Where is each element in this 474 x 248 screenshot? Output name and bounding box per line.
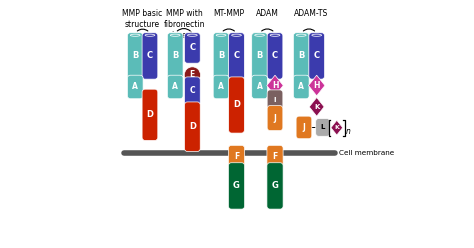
FancyBboxPatch shape bbox=[184, 77, 200, 105]
Text: A: A bbox=[218, 83, 224, 92]
Text: G: G bbox=[272, 182, 278, 190]
FancyBboxPatch shape bbox=[184, 33, 200, 63]
Text: Cell membrane: Cell membrane bbox=[339, 151, 394, 156]
Text: I: I bbox=[274, 97, 276, 103]
Text: C: C bbox=[147, 51, 153, 61]
Text: B: B bbox=[256, 51, 263, 61]
FancyBboxPatch shape bbox=[184, 102, 200, 152]
Text: C: C bbox=[189, 43, 195, 53]
FancyBboxPatch shape bbox=[228, 163, 245, 209]
Text: H: H bbox=[313, 81, 320, 90]
Text: B: B bbox=[298, 51, 304, 61]
FancyBboxPatch shape bbox=[128, 33, 143, 79]
Ellipse shape bbox=[255, 34, 264, 36]
Text: J: J bbox=[273, 114, 276, 123]
Text: MT-MMP: MT-MMP bbox=[213, 9, 244, 18]
Text: MMP basic
structure: MMP basic structure bbox=[122, 9, 163, 29]
Text: K: K bbox=[314, 104, 319, 110]
Text: E: E bbox=[190, 70, 195, 79]
Text: A: A bbox=[132, 83, 138, 92]
Text: A: A bbox=[172, 83, 178, 92]
Ellipse shape bbox=[170, 34, 180, 36]
Ellipse shape bbox=[145, 34, 155, 36]
Text: D: D bbox=[233, 100, 240, 110]
FancyBboxPatch shape bbox=[128, 75, 143, 99]
Text: B: B bbox=[132, 51, 138, 61]
FancyBboxPatch shape bbox=[228, 145, 245, 167]
Text: B: B bbox=[172, 51, 178, 61]
Text: J: J bbox=[302, 123, 305, 132]
FancyBboxPatch shape bbox=[296, 116, 312, 139]
Text: n: n bbox=[346, 127, 351, 136]
Text: C: C bbox=[272, 51, 278, 61]
FancyBboxPatch shape bbox=[228, 33, 245, 79]
Text: G: G bbox=[233, 182, 240, 190]
Ellipse shape bbox=[187, 34, 197, 36]
Text: C: C bbox=[234, 51, 239, 61]
Text: ADAM: ADAM bbox=[256, 9, 279, 18]
Text: F: F bbox=[273, 152, 278, 161]
Text: K: K bbox=[334, 125, 339, 130]
Text: D: D bbox=[189, 122, 196, 131]
Text: F: F bbox=[234, 152, 239, 161]
Text: D: D bbox=[146, 110, 154, 119]
FancyBboxPatch shape bbox=[252, 75, 267, 99]
Polygon shape bbox=[309, 75, 325, 96]
Ellipse shape bbox=[270, 34, 280, 36]
Polygon shape bbox=[267, 75, 283, 96]
FancyBboxPatch shape bbox=[167, 33, 183, 79]
Text: L: L bbox=[320, 124, 325, 130]
FancyBboxPatch shape bbox=[167, 75, 183, 99]
FancyBboxPatch shape bbox=[267, 33, 283, 79]
FancyBboxPatch shape bbox=[316, 119, 330, 136]
Ellipse shape bbox=[296, 34, 306, 36]
Text: A: A bbox=[298, 83, 304, 92]
FancyBboxPatch shape bbox=[309, 33, 325, 79]
Ellipse shape bbox=[216, 34, 226, 36]
FancyBboxPatch shape bbox=[267, 106, 283, 131]
Polygon shape bbox=[309, 97, 324, 116]
Ellipse shape bbox=[312, 34, 321, 36]
FancyBboxPatch shape bbox=[267, 90, 283, 109]
FancyBboxPatch shape bbox=[142, 33, 158, 79]
Text: H: H bbox=[272, 81, 278, 90]
Text: A: A bbox=[256, 83, 263, 92]
Text: C: C bbox=[314, 51, 320, 61]
FancyBboxPatch shape bbox=[228, 77, 245, 133]
FancyBboxPatch shape bbox=[252, 33, 267, 79]
Text: MMP with
fibronectin
inserts: MMP with fibronectin inserts bbox=[164, 9, 205, 40]
FancyBboxPatch shape bbox=[267, 163, 283, 209]
FancyBboxPatch shape bbox=[213, 75, 229, 99]
Text: B: B bbox=[218, 51, 224, 61]
FancyBboxPatch shape bbox=[293, 33, 309, 79]
Text: ADAM-TS: ADAM-TS bbox=[293, 9, 328, 18]
FancyBboxPatch shape bbox=[213, 33, 229, 79]
Polygon shape bbox=[331, 120, 343, 135]
FancyBboxPatch shape bbox=[267, 145, 283, 167]
Ellipse shape bbox=[232, 34, 241, 36]
Ellipse shape bbox=[130, 34, 140, 36]
Text: C: C bbox=[190, 86, 195, 95]
FancyBboxPatch shape bbox=[293, 75, 309, 99]
FancyBboxPatch shape bbox=[142, 89, 158, 140]
Circle shape bbox=[184, 67, 201, 83]
